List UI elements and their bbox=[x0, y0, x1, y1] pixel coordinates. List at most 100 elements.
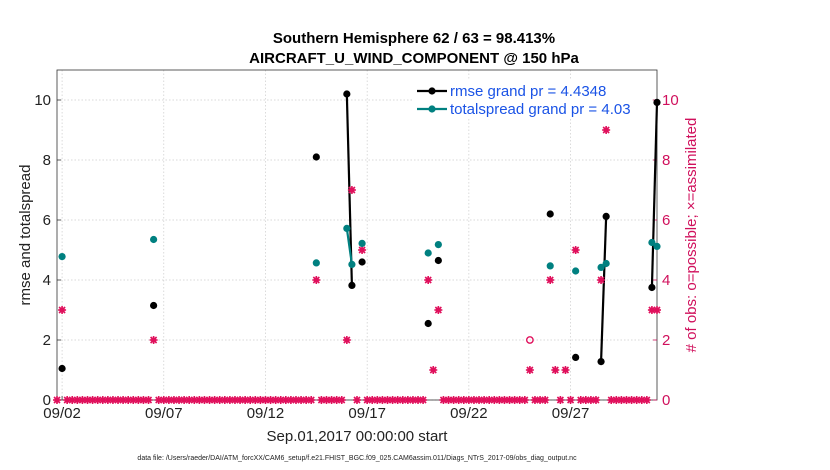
obs-assimilated-zero-core bbox=[227, 397, 233, 403]
obs-assimilated bbox=[602, 126, 611, 134]
obs-assimilated-zero-core bbox=[145, 397, 152, 403]
obs-assimilated bbox=[571, 246, 580, 254]
legend-spread-label: totalspread grand pr = 4.03 bbox=[450, 101, 631, 118]
obs-assimilated-core bbox=[562, 367, 569, 373]
legend-rmse-label: rmse grand pr = 4.4348 bbox=[450, 83, 606, 100]
obs-assimilated bbox=[525, 366, 534, 374]
totalspread-point bbox=[434, 241, 442, 249]
obs-assimilated bbox=[424, 276, 433, 284]
obs-assimilated-zero-core bbox=[247, 397, 253, 403]
obs-assimilated-zero-core bbox=[212, 397, 218, 403]
totalspread-point bbox=[546, 262, 554, 270]
obs-assimilated-zero-core bbox=[206, 397, 213, 403]
x-tick-label: 09/17 bbox=[348, 405, 386, 422]
obs-assimilated-zero-core bbox=[64, 397, 70, 403]
x-ticks: 09/02 09/07 09/12 09/17 09/22 09/27 bbox=[43, 396, 589, 422]
y-tick-label: 0 bbox=[43, 392, 51, 409]
obs-assimilated-zero-core bbox=[318, 397, 325, 403]
obs-assimilated bbox=[551, 366, 560, 374]
obs-assimilated-zero-core bbox=[608, 397, 614, 403]
obs-assimilated bbox=[434, 306, 443, 314]
obs-assimilated-zero-core bbox=[257, 397, 263, 403]
obs-assimilated-zero-core bbox=[374, 397, 380, 403]
legend-rmse-marker bbox=[428, 87, 436, 95]
obs-assimilated-core bbox=[430, 367, 436, 373]
y-tick-label: 10 bbox=[34, 92, 51, 109]
rmse-point bbox=[597, 358, 605, 366]
totalspread-point bbox=[348, 260, 356, 268]
obs-assimilated-zero-core bbox=[644, 397, 650, 403]
obs-assimilated-zero-core bbox=[140, 397, 147, 403]
obs-assimilated-zero-core bbox=[481, 397, 487, 403]
y-tick-label: 6 bbox=[43, 212, 51, 229]
obs-assimilated-zero-core bbox=[410, 397, 416, 403]
obs-assimilated-zero-core bbox=[125, 397, 131, 403]
obs-assimilated-core bbox=[598, 277, 604, 283]
y-right-tick-label: 8 bbox=[662, 152, 670, 169]
totalspread-point bbox=[58, 253, 66, 261]
rmse-point bbox=[348, 281, 356, 289]
obs-assimilated-zero-core bbox=[120, 397, 126, 403]
obs-assimilated-zero-core bbox=[501, 397, 508, 403]
obs-assimilated-zero-core bbox=[491, 397, 497, 403]
rmse-point bbox=[58, 364, 66, 373]
rmse-point bbox=[312, 153, 320, 161]
totalspread-point bbox=[358, 239, 366, 247]
obs-assimilated-zero-core bbox=[201, 397, 208, 403]
obs-assimilated-zero-core bbox=[369, 397, 375, 403]
obs-assimilated-zero-core bbox=[166, 397, 172, 403]
obs-assimilated-zero-core bbox=[557, 397, 563, 403]
obs-assimilated-zero-core bbox=[232, 397, 238, 403]
legend: rmse grand pr = 4.4348 totalspread grand… bbox=[412, 79, 652, 119]
obs-assimilated-core bbox=[59, 307, 65, 313]
obs-assimilated-zero-core bbox=[186, 397, 192, 403]
y-axis-label: rmse and totalspread bbox=[17, 165, 34, 306]
obs-assimilated-zero-core bbox=[328, 397, 335, 403]
chart-title: Southern Hemisphere 62 / 63 = 98.413% bbox=[273, 30, 555, 47]
obs-assimilated-zero-core bbox=[298, 397, 304, 403]
obs-assimilated bbox=[347, 186, 356, 194]
rmse-point bbox=[358, 258, 366, 266]
x-axis-label: Sep.01,2017 00:00:00 start bbox=[267, 428, 449, 445]
obs-markers bbox=[53, 126, 661, 404]
obs-assimilated-zero-core bbox=[237, 397, 243, 403]
rmse-segment bbox=[599, 216, 608, 362]
y-tick-label: 8 bbox=[43, 152, 51, 169]
obs-assimilated-zero bbox=[419, 396, 428, 404]
obs-assimilated-zero-core bbox=[171, 397, 177, 403]
obs-assimilated-zero-core bbox=[461, 397, 467, 403]
obs-assimilated-core bbox=[313, 277, 319, 283]
obs-assimilated-zero-core bbox=[639, 397, 645, 403]
obs-assimilated-zero-core bbox=[623, 397, 630, 403]
obs-assimilated-zero bbox=[642, 396, 651, 404]
obs-assimilated-zero bbox=[556, 396, 565, 404]
obs-assimilated-zero-core bbox=[54, 397, 60, 403]
series-points bbox=[58, 90, 661, 373]
obs-assimilated-zero-core bbox=[217, 397, 223, 403]
obs-assimilated-zero-core bbox=[517, 397, 523, 403]
obs-assimilated-zero-core bbox=[196, 397, 202, 403]
x-tick-label: 09/07 bbox=[145, 405, 183, 422]
obs-assimilated-zero-core bbox=[542, 397, 548, 403]
obs-assimilated-zero-core bbox=[105, 397, 111, 403]
x-tick-label: 09/22 bbox=[450, 405, 488, 422]
obs-assimilated-zero-core bbox=[379, 397, 386, 403]
y-right-tick-label: 4 bbox=[662, 272, 670, 289]
totalspread-point bbox=[572, 267, 580, 275]
footnote: data file: /Users/raeder/DAI/ATM_forcXX/… bbox=[137, 455, 577, 462]
obs-assimilated-core bbox=[349, 187, 355, 193]
obs-assimilated-zero-core bbox=[222, 397, 228, 403]
obs-assimilated-zero-core bbox=[135, 397, 141, 403]
obs-assimilated-zero-core bbox=[532, 397, 538, 403]
obs-assimilated-zero-core bbox=[496, 397, 502, 403]
obs-assimilated-zero bbox=[541, 396, 550, 404]
obs-assimilated-core bbox=[151, 337, 157, 343]
obs-assimilated-zero-core bbox=[181, 397, 187, 403]
x-tick-label: 09/02 bbox=[43, 405, 81, 422]
obs-assimilated-zero-core bbox=[613, 397, 619, 403]
chart-subtitle: AIRCRAFT_U_WIND_COMPONENT @ 150 hPa bbox=[249, 50, 579, 67]
obs-assimilated-zero-core bbox=[354, 397, 360, 403]
obs-assimilated-zero bbox=[566, 396, 575, 404]
y-tick-label: 2 bbox=[43, 332, 51, 349]
